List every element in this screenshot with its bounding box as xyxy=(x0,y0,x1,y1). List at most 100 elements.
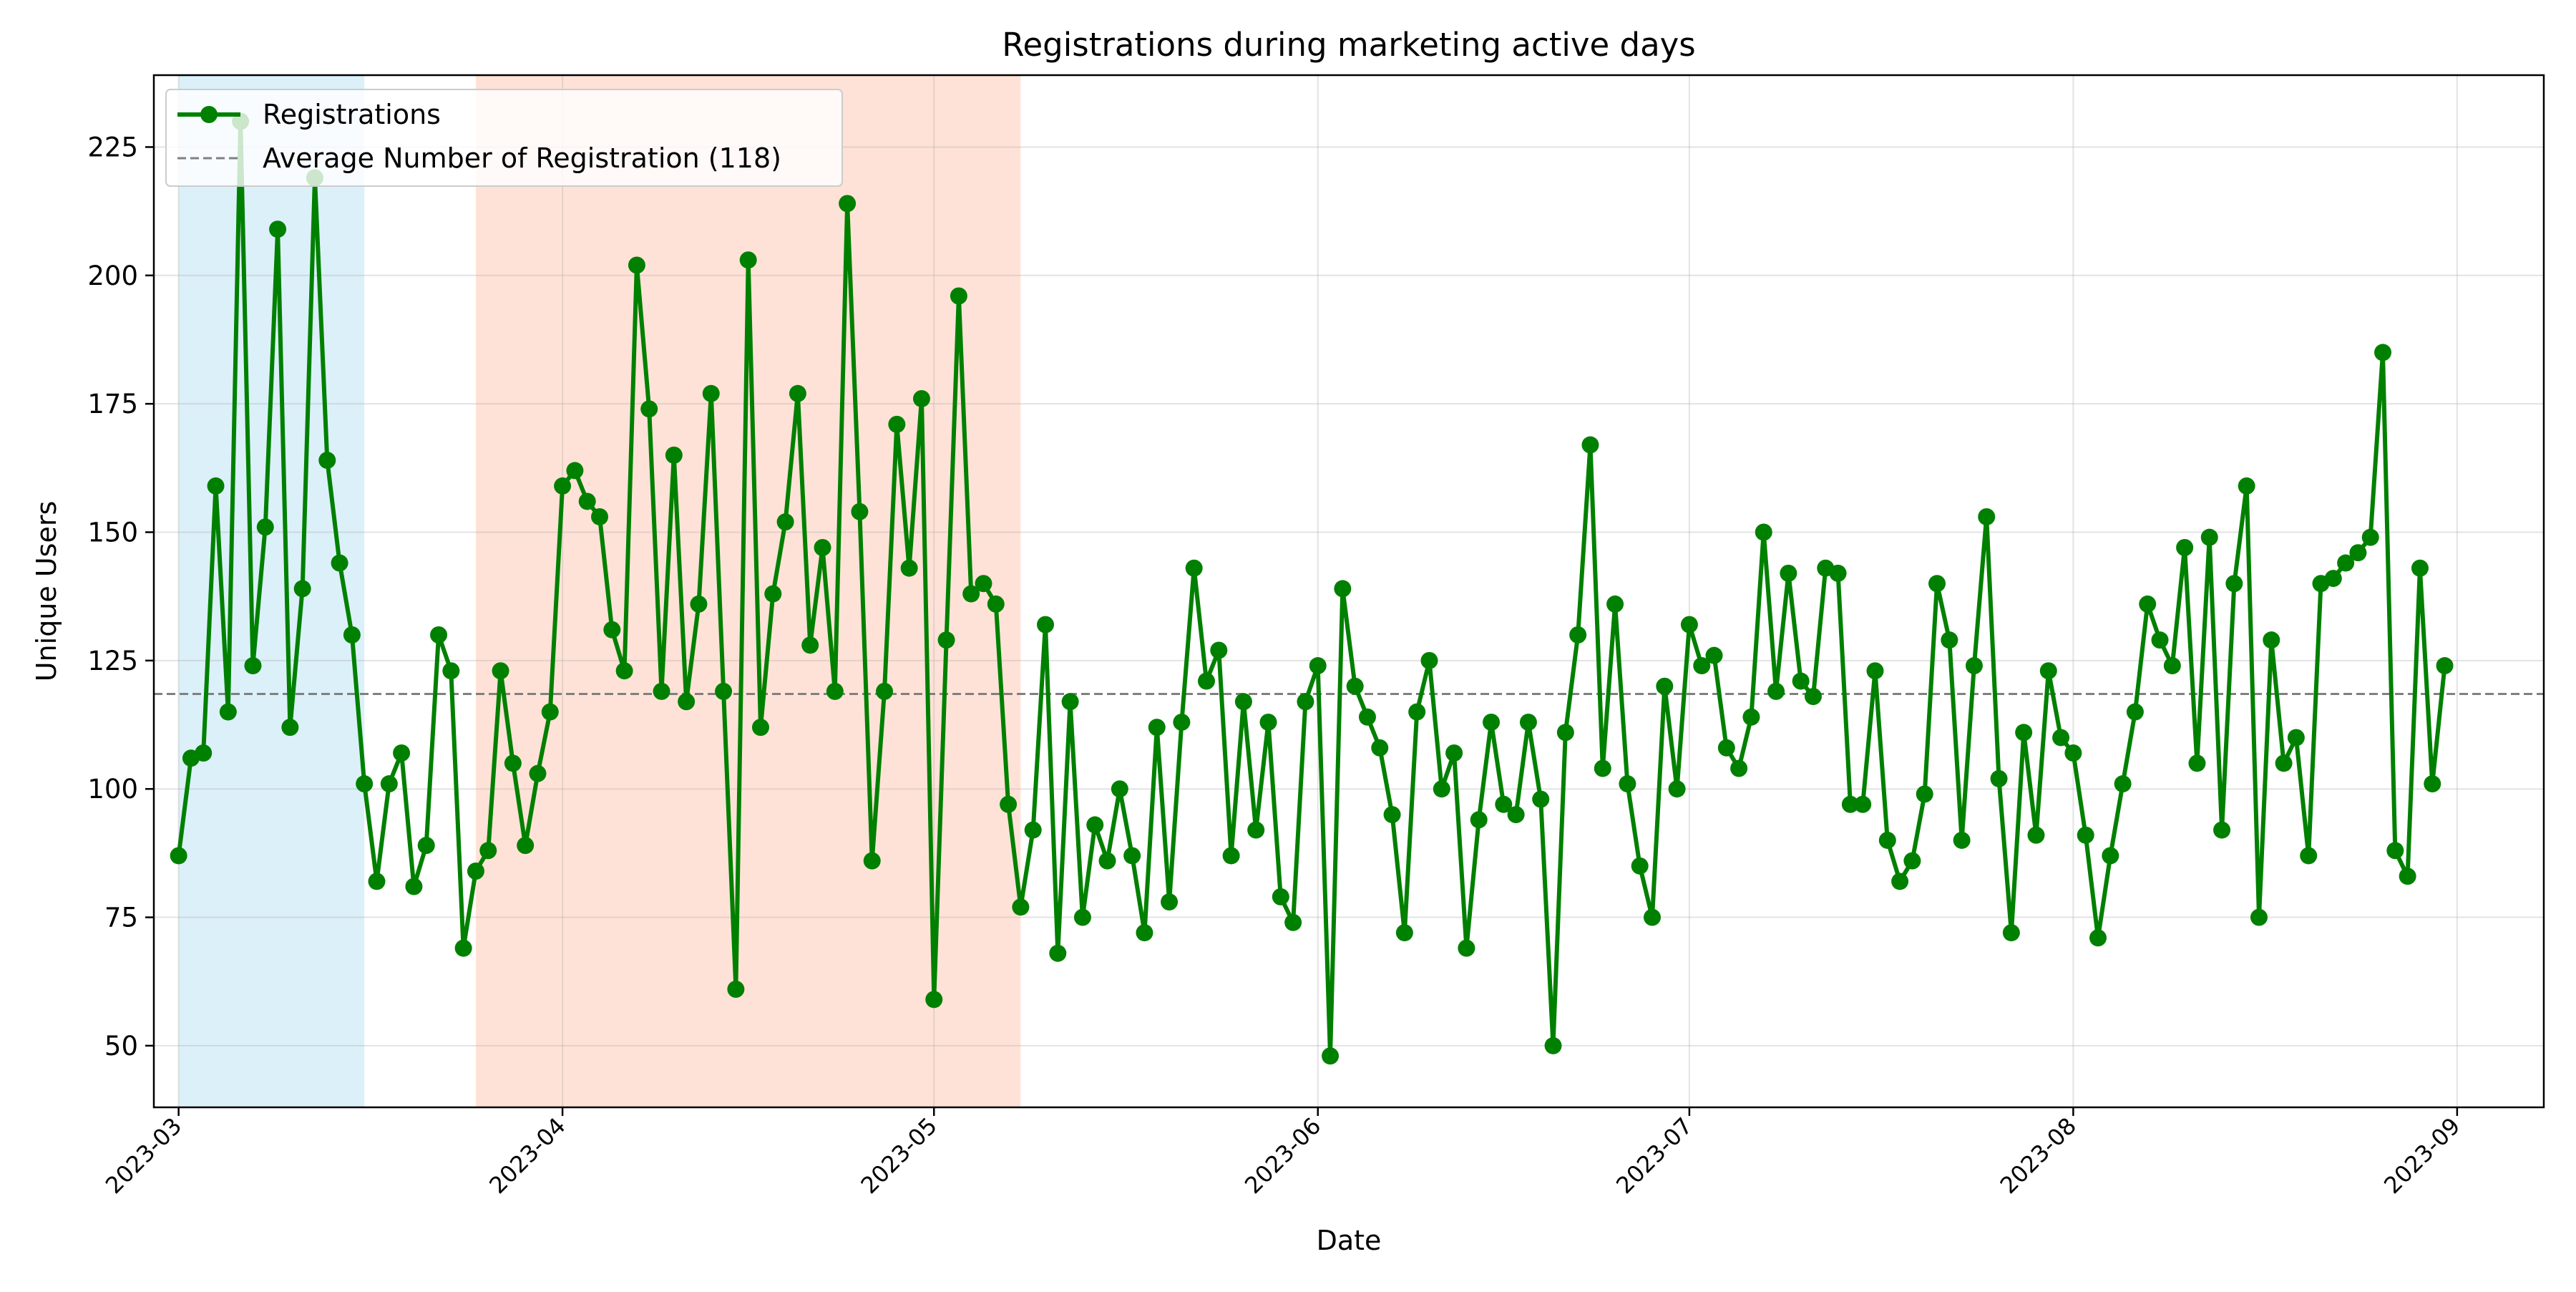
data-point xyxy=(1903,852,1921,870)
highlight-spans xyxy=(178,75,1021,1107)
data-point xyxy=(2052,729,2070,747)
data-point xyxy=(1346,677,1364,695)
data-point xyxy=(1259,713,1277,731)
data-point xyxy=(1643,908,1661,926)
data-point xyxy=(256,518,274,536)
data-point xyxy=(1829,564,1847,582)
data-point xyxy=(2399,868,2416,885)
data-point xyxy=(1953,831,1971,849)
data-point xyxy=(343,626,361,643)
data-point xyxy=(2213,821,2231,839)
data-point xyxy=(1483,713,1501,731)
data-point xyxy=(2089,929,2107,947)
data-point xyxy=(504,754,522,772)
data-point xyxy=(2436,657,2454,675)
legend-series-marker xyxy=(200,106,218,123)
data-point xyxy=(2077,826,2094,844)
data-point xyxy=(1619,775,1636,793)
data-point xyxy=(1767,682,1785,700)
data-point xyxy=(2411,559,2429,577)
data-point xyxy=(1383,806,1401,824)
data-point xyxy=(1730,759,1748,777)
data-point xyxy=(1234,693,1252,711)
data-point xyxy=(1569,626,1587,643)
data-point xyxy=(1173,713,1191,731)
data-point xyxy=(170,847,187,865)
data-point xyxy=(1693,657,1711,675)
x-tick-label: 2023-03 xyxy=(100,1112,187,1199)
data-point xyxy=(863,852,881,870)
data-point xyxy=(1916,785,1933,803)
data-point xyxy=(1928,575,1946,593)
data-point xyxy=(269,220,287,238)
x-tick-label: 2023-08 xyxy=(1995,1112,2082,1199)
data-point xyxy=(2250,908,2268,926)
data-point xyxy=(1755,523,1772,541)
data-point xyxy=(2114,775,2132,793)
data-point xyxy=(1420,651,1438,669)
data-point xyxy=(876,682,894,700)
legend-box xyxy=(165,89,843,187)
data-point xyxy=(1433,780,1450,798)
x-tick-label: 2023-06 xyxy=(1239,1112,1326,1199)
data-point xyxy=(1371,739,1389,757)
data-point xyxy=(368,873,386,890)
x-tick-label: 2023-09 xyxy=(2379,1112,2465,1199)
data-point xyxy=(1866,662,1884,680)
data-point xyxy=(1024,821,1042,839)
data-point xyxy=(615,662,633,680)
data-point xyxy=(1247,821,1265,839)
data-point xyxy=(888,415,906,433)
data-point xyxy=(1941,631,1958,649)
data-point xyxy=(454,939,472,957)
data-point xyxy=(678,693,696,711)
data-point xyxy=(1978,507,1996,525)
x-tick-label: 2023-04 xyxy=(484,1112,570,1199)
data-point xyxy=(987,595,1005,613)
y-axis-label: Unique Users xyxy=(31,501,62,682)
data-point xyxy=(715,682,733,700)
x-tick-label: 2023-07 xyxy=(1611,1112,1697,1199)
data-point xyxy=(1185,559,1203,577)
data-point xyxy=(1309,657,1327,675)
data-point xyxy=(1049,944,1067,962)
data-point xyxy=(1111,780,1128,798)
data-point xyxy=(1705,646,1723,664)
data-point xyxy=(2238,477,2255,495)
data-point xyxy=(2324,570,2342,588)
legend: Registrations Average Number of Registra… xyxy=(165,89,843,187)
data-point xyxy=(2176,539,2194,557)
data-point xyxy=(1656,677,1674,695)
data-point xyxy=(1037,616,1055,633)
data-point xyxy=(1000,795,1018,813)
data-point xyxy=(1804,688,1822,706)
data-point xyxy=(380,775,398,793)
data-point xyxy=(2151,631,2169,649)
data-point xyxy=(1458,939,1475,957)
data-point xyxy=(393,744,411,762)
highlight-span-1 xyxy=(475,75,1021,1107)
data-point xyxy=(2349,544,2367,562)
y-tick-label: 125 xyxy=(87,646,138,676)
data-point xyxy=(1631,857,1649,875)
data-point xyxy=(2027,826,2045,844)
data-point xyxy=(2064,744,2082,762)
data-point xyxy=(1222,847,1240,865)
data-point xyxy=(912,389,930,407)
data-point xyxy=(2139,595,2157,613)
data-point xyxy=(1717,739,1735,757)
data-point xyxy=(702,384,720,402)
data-point xyxy=(195,744,213,762)
data-point xyxy=(1965,657,1983,675)
data-point xyxy=(1061,693,1079,711)
data-point xyxy=(1891,873,1909,890)
axes: 50 75 100 125 150 175 200 225 2023-03 2023-04 2023… xyxy=(87,132,2465,1199)
data-point xyxy=(2188,754,2206,772)
data-point xyxy=(2163,657,2181,675)
data-point xyxy=(1358,708,1376,726)
data-point xyxy=(690,595,708,613)
y-tick-label: 175 xyxy=(87,389,138,419)
data-point xyxy=(1878,831,1896,849)
y-tick-label: 50 xyxy=(104,1031,138,1062)
